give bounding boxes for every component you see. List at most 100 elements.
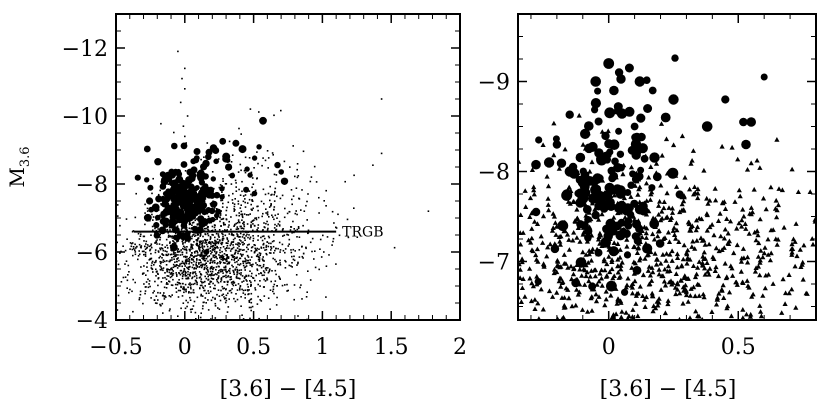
left-star-point [178,282,180,284]
left-star-point [199,235,201,237]
right-star-point [526,237,532,243]
left-star-point [156,243,158,245]
right-star-point [631,271,637,276]
right-star-point [704,227,710,233]
left-star-point [246,246,248,249]
left-star-point [225,249,227,252]
left-star-point [262,263,265,266]
left-star-point [238,248,241,251]
left-star-point [203,249,210,255]
left-star-point [239,243,241,245]
left-star-point [200,253,203,255]
left-star-point [226,255,229,258]
left-star-point [233,225,235,227]
left-star-point [145,247,148,249]
left-star-point [147,278,149,281]
left-star-point [286,233,288,236]
left-star-point [159,233,161,236]
left-star-point [219,251,221,254]
left-star-point [122,276,125,279]
left-star-point [187,273,189,276]
left-star-point [140,233,142,236]
left-star-point [266,150,269,152]
left-star-point [221,239,224,241]
left-star-point [195,234,197,237]
left-star-point [254,247,256,250]
left-star-point [279,262,281,264]
left-star-point [145,286,147,288]
left-star-point [213,224,216,226]
right-star-point [518,230,523,235]
left-star-point [279,278,281,280]
left-star-point [202,240,204,242]
right-axes: 0 0.5−7−8−9 [478,13,817,360]
left-star-point [215,255,217,258]
left-star-point [271,152,274,154]
left-star-point [219,186,225,192]
left-star-point [184,265,186,267]
right-star-point [580,225,587,230]
right-star-point [623,284,629,290]
left-star-point [207,278,210,281]
left-star-point [227,275,230,277]
right-star-point [633,140,639,146]
right-star-point [668,94,679,105]
right-star-point [588,216,594,222]
left-star-point [183,263,186,266]
left-star-point [252,223,254,225]
left-star-point [237,277,240,280]
left-star-point [154,261,157,263]
left-star-point [234,198,236,200]
left-star-point [157,273,159,275]
left-star-point [181,227,183,230]
left-star-point [219,247,222,249]
left-star-point [235,266,238,269]
left-star-point [300,284,302,286]
left-star-point [258,264,260,267]
right-star-point [646,174,652,180]
left-star-point [187,276,189,279]
left-star-point [225,268,227,271]
right-star-point [661,278,667,284]
right-star-point [568,188,574,194]
right-star-point [628,194,634,199]
right-star-point [643,230,649,236]
right-star-point [750,291,756,297]
right-star-point [712,186,718,191]
left-star-point [251,186,253,189]
left-star-point [199,205,206,212]
left-star-point [278,225,281,227]
right-star-point [674,251,680,257]
left-star-point [235,284,237,286]
right-star-point [670,228,676,233]
left-star-point [157,193,160,196]
left-star-point [185,252,188,254]
left-star-point [276,217,278,219]
left-star-point [196,265,199,267]
left-star-point [380,98,383,100]
right-star-point [630,122,639,131]
left-star-point [211,229,214,232]
left-star-point [157,277,160,279]
left-star-point [224,262,226,264]
left-star-point [218,186,221,189]
left-star-point [228,262,230,265]
left-star-point [184,246,186,249]
left-star-point [237,220,240,223]
left-star-point [191,277,193,280]
left-star-point [250,306,252,309]
left-star-point [239,253,242,255]
right-star-point [613,163,623,173]
left-star-point [295,210,297,212]
right-star-point [535,300,541,306]
right-star-point [694,224,701,230]
left-star-point [331,244,333,246]
left-star-point [206,243,208,246]
right-star-point [599,177,606,183]
left-star-point [232,254,234,256]
left-star-point [207,309,210,311]
left-star-point [288,238,291,241]
right-star-point [669,210,676,215]
left-star-point [221,269,224,271]
right-star-point [665,263,671,269]
